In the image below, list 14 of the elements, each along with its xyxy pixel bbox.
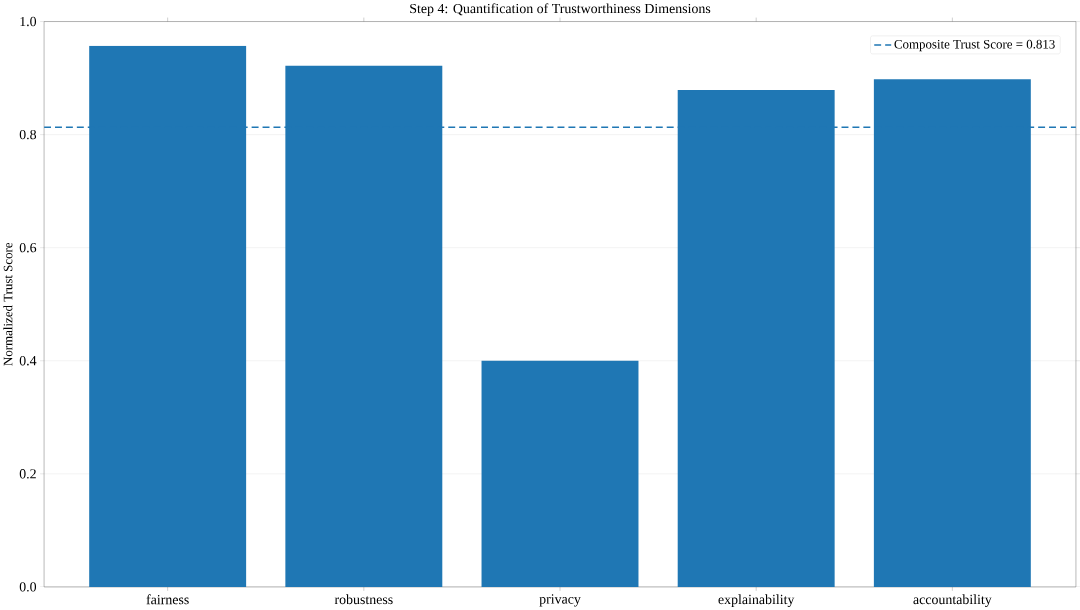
y-tick-label: 0.4 — [19, 355, 37, 366]
x-tick-label: privacy — [539, 594, 581, 607]
y-axis-title: Normalized Trust Score — [3, 242, 13, 366]
chart-title: Step 4: Quantification of Trustworthiness Dimensions — [410, 3, 711, 16]
y-tick-label: 0.6 — [19, 242, 37, 253]
y-tick-label: 1.0 — [20, 16, 37, 27]
legend-label: Composite Trust Score = 0.813 — [894, 39, 1055, 52]
y-tick-label: 0.0 — [19, 582, 37, 592]
x-tick-label: explainability — [718, 594, 795, 607]
x-tick-label: accountability — [913, 594, 992, 607]
x-tick-label: fairness — [146, 594, 189, 605]
x-tick-label: robustness — [334, 594, 393, 604]
y-tick-label: 0.8 — [19, 129, 37, 140]
y-tick-label: 0.2 — [19, 468, 36, 479]
